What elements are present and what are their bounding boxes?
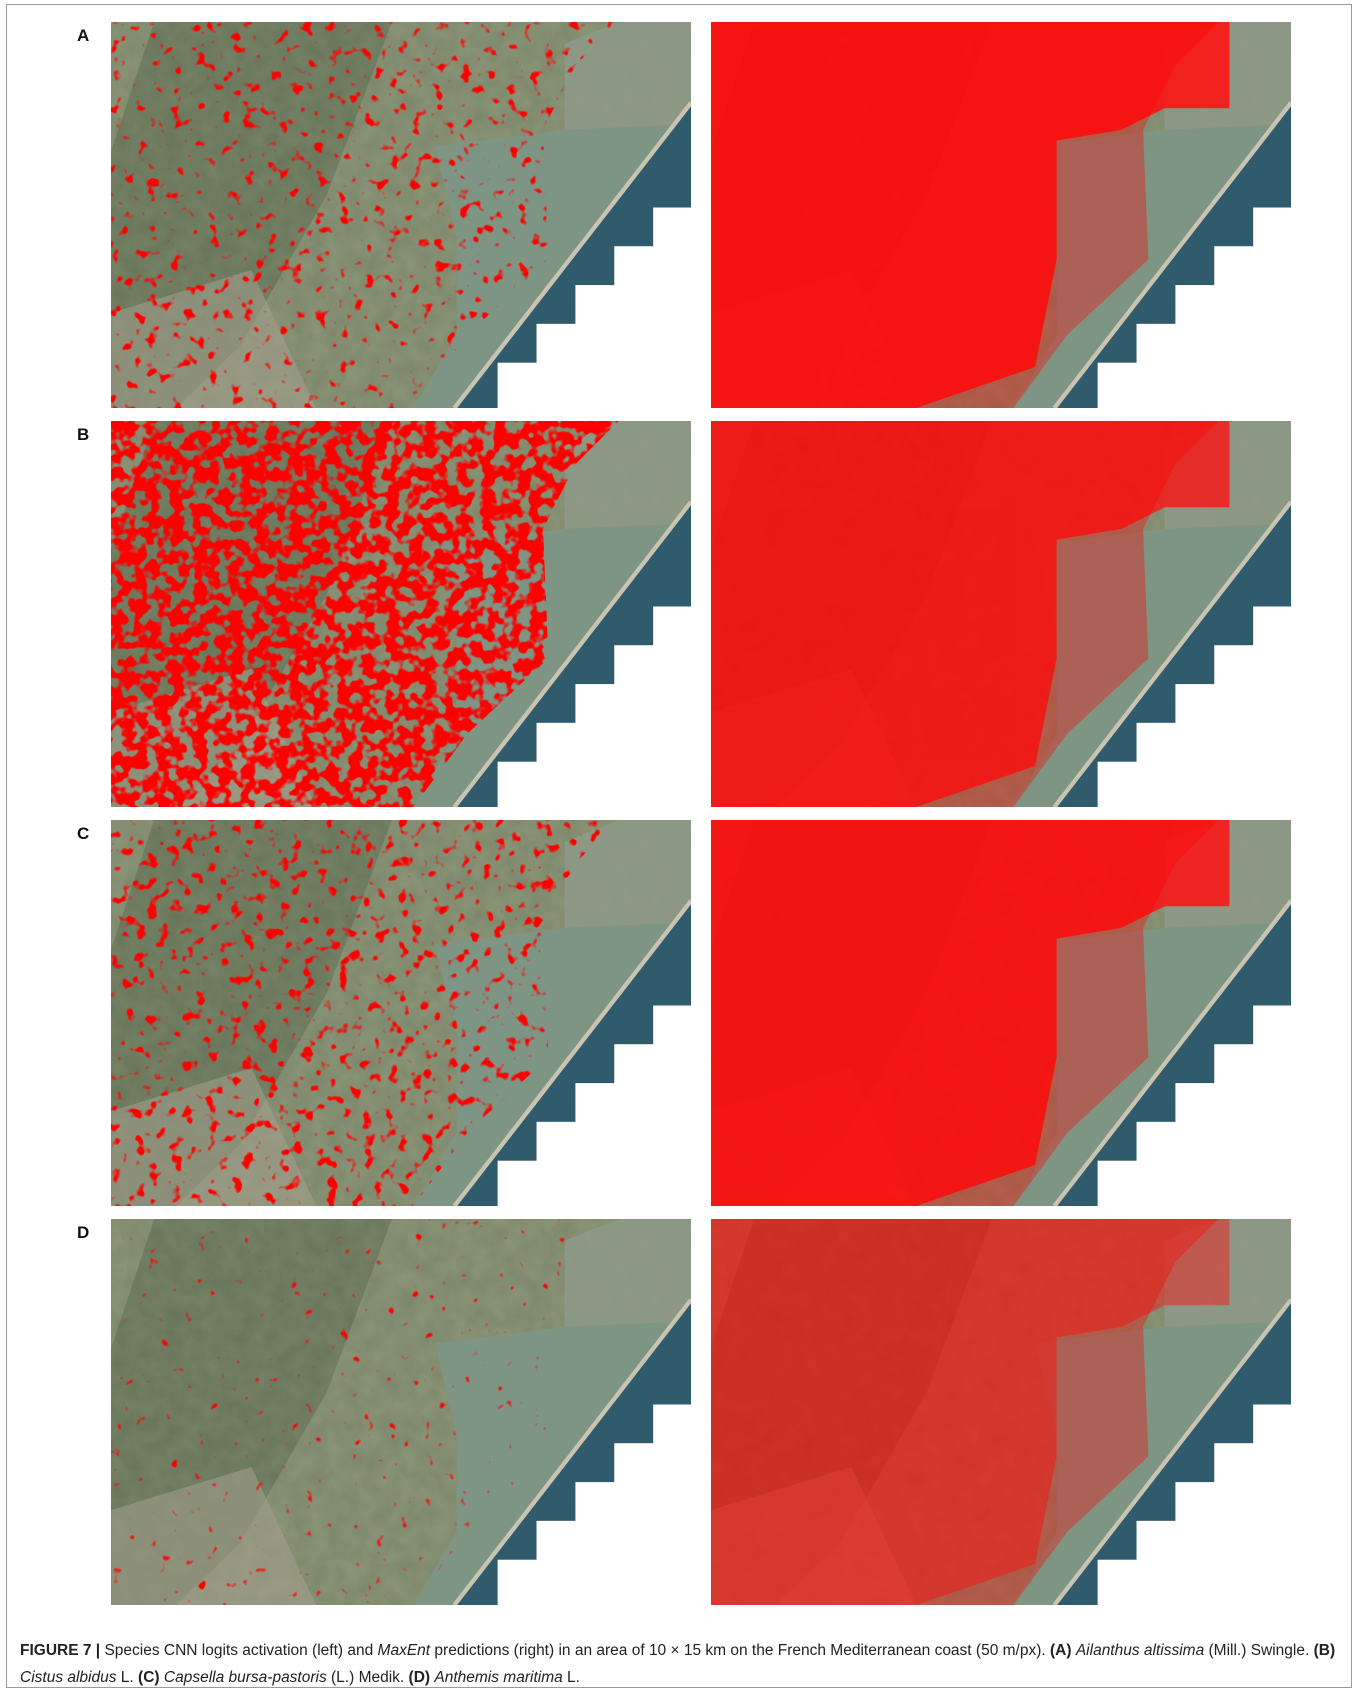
caption-segment: (A) [1050, 1642, 1072, 1659]
caption-segment: (L.) Medik. [327, 1669, 409, 1686]
caption-segment: (Mill.) Swingle. [1204, 1642, 1313, 1659]
caption-segment: (D) [409, 1669, 431, 1686]
cnn-map [111, 22, 691, 408]
maxent-map [711, 1219, 1291, 1605]
caption-segment: (B) [1314, 1642, 1336, 1659]
cnn-map [111, 820, 691, 1206]
cnn-map [111, 1219, 691, 1605]
caption-segment: L. [563, 1669, 580, 1686]
caption-segment: Ailanthus altissima [1076, 1642, 1204, 1659]
maxent-map [711, 421, 1291, 807]
panel-label: D [77, 1223, 89, 1243]
panel-label: B [77, 425, 89, 445]
caption-segment: (C) [138, 1669, 160, 1686]
caption-segment: Cistus albidus [20, 1669, 117, 1686]
caption-segment: FIGURE 7 | [20, 1642, 100, 1659]
panel-label: A [77, 26, 89, 46]
caption-segment: predictions (right) in an area of 10 × 1… [430, 1642, 1050, 1659]
caption-segment: Capsella bursa-pastoris [164, 1669, 327, 1686]
caption-segment: Anthemis maritima [434, 1669, 562, 1686]
caption-segment: Species CNN logits activation (left) and [100, 1642, 377, 1659]
maxent-map [711, 22, 1291, 408]
cnn-map [111, 421, 691, 807]
figure-caption: FIGURE 7 | Species CNN logits activation… [20, 1637, 1338, 1691]
panel-label: C [77, 824, 89, 844]
caption-segment: MaxEnt [378, 1642, 431, 1659]
caption-segment: L. [117, 1669, 139, 1686]
maxent-map [711, 820, 1291, 1206]
